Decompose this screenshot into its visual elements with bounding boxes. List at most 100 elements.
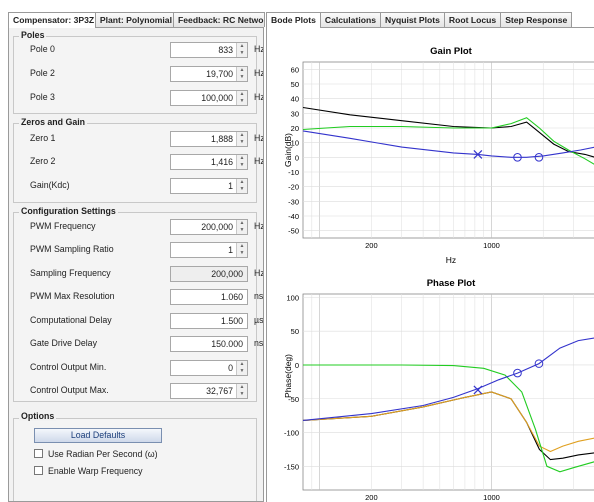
spinner-arrows-icon[interactable]: ▲ ▼ xyxy=(236,179,247,193)
pole-3-value: 100,000 xyxy=(201,93,233,103)
phase-plot-area xyxy=(302,293,594,491)
pole-3-label: Pole 3 xyxy=(30,92,55,102)
pole-2-spinner[interactable]: 19,700 ▲ ▼ xyxy=(170,66,248,82)
poles-group-title: Poles xyxy=(19,30,47,40)
checkbox-unchecked-icon[interactable] xyxy=(34,466,43,475)
tab-feedback[interactable]: Feedback: RC Netwo xyxy=(173,12,265,27)
computational-delay-label: Computational Delay xyxy=(30,315,112,325)
phase-x-tick-label: 1000 xyxy=(483,493,500,502)
pole-3-spinner[interactable]: 100,000 ▲ ▼ xyxy=(170,90,248,106)
gain-y-tick-label: 10 xyxy=(291,139,299,148)
phase-y-tick-label: -100 xyxy=(284,429,299,438)
pwm-sampling-ratio-spinner[interactable]: 1 ▲ ▼ xyxy=(170,242,248,258)
tab-plant[interactable]: Plant: Polynomial xyxy=(94,12,175,27)
bode-plots-panel: Gain Plot Gain(dB) Hz 60 50 40 30 20 10 0 -10 -2… xyxy=(266,27,594,502)
phase-y-tick-label: 0 xyxy=(295,361,299,370)
spinner-arrows-icon[interactable]: ▲ ▼ xyxy=(236,91,247,105)
spinner-arrows-icon[interactable]: ▲ ▼ xyxy=(236,67,247,81)
gate-drive-delay-row: Gate Drive Delay 150.000 ns xyxy=(30,336,264,352)
spinner-arrows-icon[interactable]: ▲ ▼ xyxy=(236,220,247,234)
tab-compensator[interactable]: Compensator: 3P3Z xyxy=(8,12,96,28)
phase-pole-marker xyxy=(473,385,483,395)
pole-2-label: Pole 2 xyxy=(30,68,55,78)
control-output-max-label: Control Output Max. xyxy=(30,385,109,395)
gain-spinner[interactable]: 1 ▲ ▼ xyxy=(170,178,248,194)
spinner-arrows-icon[interactable]: ▲ ▼ xyxy=(236,132,247,146)
pwm-frequency-spinner[interactable]: 200,000 ▲ ▼ xyxy=(170,219,248,235)
zero-2-spinner[interactable]: 1,416 ▲ ▼ xyxy=(170,154,248,170)
phase-y-tick-label: 100 xyxy=(286,293,299,302)
tab-root-locus[interactable]: Root Locus xyxy=(443,12,502,27)
control-output-max-value: 32,767 xyxy=(206,386,233,396)
phase-zero-marker xyxy=(513,368,522,378)
gain-x-tick-label: 1000 xyxy=(483,241,500,250)
pole-2-unit: Hz xyxy=(254,68,264,78)
gain-y-tick-label: 50 xyxy=(291,80,299,89)
spinner-arrows-icon[interactable]: ▲ ▼ xyxy=(236,155,247,169)
spinner-arrows-icon[interactable]: ▲ ▼ xyxy=(236,243,247,257)
pole-0-label: Pole 0 xyxy=(30,44,55,54)
spinner-arrows-icon[interactable]: ▲ ▼ xyxy=(236,361,247,375)
computational-delay-value: 1.500 xyxy=(220,316,243,326)
analysis-tab-bar: Bode Plots Calculations Nyquist Plots Ro… xyxy=(266,12,594,28)
zero-2-label: Zero 2 xyxy=(30,156,56,166)
gain-pole-marker-stroke xyxy=(473,149,483,159)
gate-drive-delay-field[interactable]: 150.000 xyxy=(170,336,248,352)
zero-2-unit: Hz xyxy=(254,156,264,166)
checkbox-unchecked-icon[interactable] xyxy=(34,449,43,458)
computational-delay-field[interactable]: 1.500 xyxy=(170,313,248,329)
spinner-arrows-icon[interactable]: ▲ ▼ xyxy=(236,43,247,57)
pole-0-spinner[interactable]: 833 ▲ ▼ xyxy=(170,42,248,58)
pwm-max-resolution-field[interactable]: 1.060 xyxy=(170,289,248,305)
spinner-arrows-icon[interactable]: ▲ ▼ xyxy=(236,384,247,398)
gain-plot-x-axis-label: Hz xyxy=(446,255,456,265)
phase-plot-y-axis-label: Phase(deg) xyxy=(283,354,293,398)
zero-1-value: 1,888 xyxy=(210,134,233,144)
gain-y-tick-label: 40 xyxy=(291,95,299,104)
pwm-sampling-ratio-row: PWM Sampling Ratio 1 ▲ ▼ xyxy=(30,242,260,258)
sampling-frequency-row: Sampling Frequency 200,000 Hz xyxy=(30,266,263,282)
enable-warp-checkbox[interactable]: Enable Warp Frequency xyxy=(34,466,143,478)
gain-row: Gain(Kdc) 1 ▲ ▼ xyxy=(30,178,260,194)
gain-zero-marker xyxy=(513,153,522,162)
gain-y-tick-label: 20 xyxy=(291,124,299,133)
zeros-group-title: Zeros and Gain xyxy=(19,117,88,127)
zero-1-spinner[interactable]: 1,888 ▲ ▼ xyxy=(170,131,248,147)
control-output-min-spinner[interactable]: 0 ▲ ▼ xyxy=(170,360,248,376)
sampling-frequency-unit: Hz xyxy=(254,268,264,278)
computational-delay-unit: µs xyxy=(254,315,264,325)
pwm-max-resolution-value: 1.060 xyxy=(220,292,243,302)
pwm-frequency-row: PWM Frequency 200,000 ▲ ▼ Hz xyxy=(30,219,263,235)
pwm-frequency-unit: Hz xyxy=(254,221,264,231)
pole-3-unit: Hz xyxy=(254,92,264,102)
tab-calculations[interactable]: Calculations xyxy=(319,12,381,27)
gain-plot-title: Gain Plot xyxy=(430,46,473,57)
load-defaults-button[interactable]: Load Defaults xyxy=(34,428,162,443)
tab-nyquist-plots[interactable]: Nyquist Plots xyxy=(380,12,445,27)
gain-y-tick-label: 60 xyxy=(291,65,299,74)
use-radian-label: Use Radian Per Second (ω) xyxy=(48,449,158,459)
tab-bode-plots[interactable]: Bode Plots xyxy=(266,12,321,28)
gain-label: Gain(Kdc) xyxy=(30,180,70,190)
zero-1-row: Zero 1 1,888 ▲ ▼ Hz xyxy=(30,131,263,147)
gain-plot-y-axis-label: Gain(dB) xyxy=(283,133,293,167)
config-group-title: Configuration Settings xyxy=(19,206,118,216)
sampling-frequency-value: 200,000 xyxy=(211,269,243,279)
gain-y-tick-label: -30 xyxy=(288,197,299,206)
pole-0-unit: Hz xyxy=(254,44,264,54)
phase-plot[interactable]: Phase Plot Phase(deg) 100 50 0 -50 -100 -150 2… xyxy=(267,268,594,502)
zero-2-value: 1,416 xyxy=(210,157,233,167)
pwm-max-resolution-unit: ns xyxy=(254,291,264,301)
pwm-sampling-ratio-value: 1 xyxy=(228,245,233,255)
pwm-sampling-ratio-label: PWM Sampling Ratio xyxy=(30,244,114,254)
gate-drive-delay-unit: ns xyxy=(254,338,264,348)
use-radian-checkbox[interactable]: Use Radian Per Second (ω) xyxy=(34,449,158,461)
zero-1-label: Zero 1 xyxy=(30,133,56,143)
gain-plot-area xyxy=(302,61,594,239)
phase-pole-marker-stroke xyxy=(473,385,483,395)
control-output-max-row: Control Output Max. 32,767 ▲ ▼ xyxy=(30,383,260,399)
control-output-max-spinner[interactable]: 32,767 ▲ ▼ xyxy=(170,383,248,399)
tab-step-response[interactable]: Step Response xyxy=(500,12,573,27)
control-output-min-label: Control Output Min. xyxy=(30,362,107,372)
gain-plot[interactable]: Gain Plot Gain(dB) Hz 60 50 40 30 20 10 0 -10 -2… xyxy=(267,28,594,268)
